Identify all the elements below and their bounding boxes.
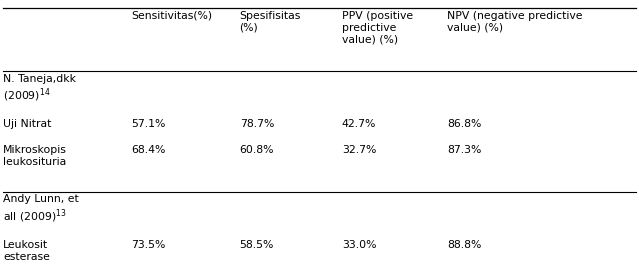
Text: Uji Nitrat: Uji Nitrat (3, 119, 52, 129)
Text: 87.3%: 87.3% (447, 145, 482, 155)
Text: 73.5%: 73.5% (131, 240, 166, 250)
Text: NPV (negative predictive
value) (%): NPV (negative predictive value) (%) (447, 11, 583, 33)
Text: 42.7%: 42.7% (342, 119, 376, 129)
Text: N. Taneja,dkk
(2009)$^{14}$: N. Taneja,dkk (2009)$^{14}$ (3, 74, 76, 105)
Text: 78.7%: 78.7% (240, 119, 274, 129)
Text: 33.0%: 33.0% (342, 240, 376, 250)
Text: 68.4%: 68.4% (131, 145, 166, 155)
Text: 88.8%: 88.8% (447, 240, 482, 250)
Text: Mikroskopis
leukosituria: Mikroskopis leukosituria (3, 145, 67, 167)
Text: 57.1%: 57.1% (131, 119, 166, 129)
Text: 58.5%: 58.5% (240, 240, 274, 250)
Text: 60.8%: 60.8% (240, 145, 274, 155)
Text: 86.8%: 86.8% (447, 119, 482, 129)
Text: Leukosit
esterase: Leukosit esterase (3, 240, 50, 262)
Text: PPV (positive
predictive
value) (%): PPV (positive predictive value) (%) (342, 11, 413, 45)
Text: Andy Lunn, et
all (2009)$^{13}$: Andy Lunn, et all (2009)$^{13}$ (3, 194, 79, 225)
Text: 32.7%: 32.7% (342, 145, 376, 155)
Text: Sensitivitas(%): Sensitivitas(%) (131, 11, 212, 21)
Text: Spesifisitas
(%): Spesifisitas (%) (240, 11, 301, 33)
